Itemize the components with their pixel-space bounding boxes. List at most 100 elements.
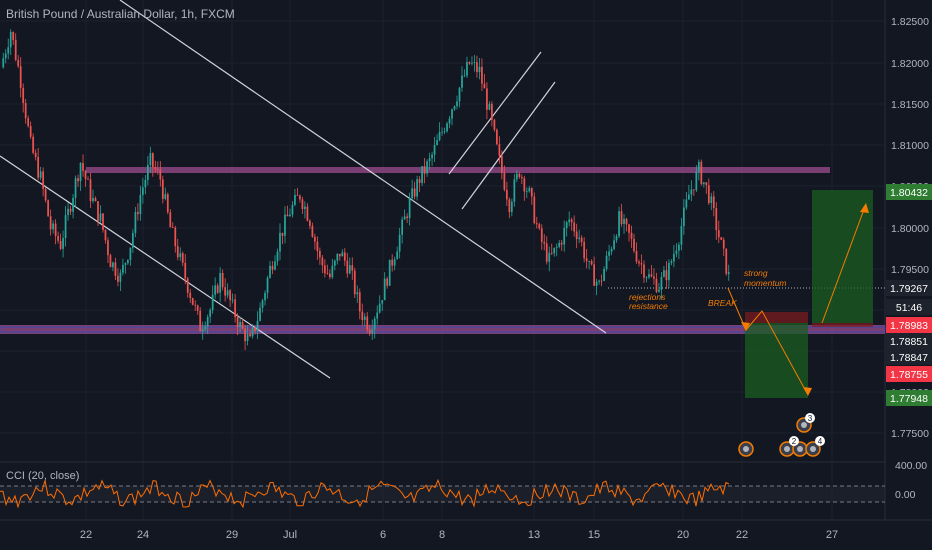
candle	[156, 169, 159, 170]
event-count-label: 4	[818, 437, 823, 446]
candle	[159, 169, 162, 180]
annotation-text: BREAK	[708, 298, 737, 308]
x-tick-label: 6	[380, 529, 386, 541]
projection-path	[727, 287, 809, 396]
candle	[321, 257, 324, 266]
candle	[132, 232, 134, 248]
candle	[241, 321, 244, 329]
candle	[443, 131, 446, 133]
candle	[638, 261, 640, 264]
candle	[568, 219, 571, 223]
candle	[82, 163, 84, 171]
candle	[580, 237, 583, 242]
candle	[438, 132, 441, 141]
candle	[416, 179, 418, 197]
candle	[32, 136, 35, 153]
candle	[398, 234, 401, 252]
price-badge	[886, 349, 932, 365]
candle	[630, 232, 633, 239]
candle	[613, 240, 615, 249]
candle	[72, 197, 74, 212]
candle	[319, 251, 321, 258]
event-count-badge	[805, 413, 815, 423]
candle	[224, 287, 227, 296]
candle	[7, 47, 10, 54]
candle	[266, 277, 269, 293]
candle	[341, 252, 344, 257]
candle	[433, 145, 436, 155]
candle	[44, 188, 47, 201]
candle	[264, 292, 266, 301]
candle	[575, 231, 578, 240]
y-tick-label: 1.80000	[891, 223, 929, 235]
resistance-zone	[86, 167, 830, 173]
annotation-text: momentum	[744, 278, 787, 288]
candle	[401, 219, 404, 235]
candle	[294, 194, 296, 205]
price-badge	[886, 366, 932, 382]
candle	[39, 171, 42, 178]
price-badge	[886, 317, 932, 333]
candle	[149, 153, 152, 165]
candle	[560, 242, 563, 245]
price-badge-label: 1.78755	[890, 369, 928, 381]
candle	[553, 247, 556, 254]
candle	[373, 318, 376, 330]
candle	[34, 152, 37, 158]
candle	[610, 248, 613, 252]
candle	[301, 199, 304, 210]
candle	[608, 251, 610, 256]
candle	[468, 62, 471, 64]
candle	[388, 259, 391, 286]
price-badge	[886, 280, 932, 296]
candle	[690, 189, 693, 195]
short-target-box	[745, 323, 808, 398]
candle	[408, 198, 411, 218]
y-tick-label: 1.81000	[891, 140, 929, 152]
candle	[421, 166, 423, 183]
candle	[353, 270, 356, 295]
candle	[176, 246, 179, 258]
candle	[169, 212, 172, 228]
candle	[49, 216, 52, 230]
candle	[628, 224, 630, 233]
candle	[29, 125, 32, 137]
candle	[525, 191, 528, 193]
event-marker-dot	[810, 446, 816, 452]
candle	[97, 201, 99, 221]
candle	[478, 66, 481, 73]
candle	[84, 170, 87, 179]
candle	[117, 275, 119, 282]
candle	[655, 278, 658, 292]
candle	[598, 280, 600, 282]
candle	[717, 230, 720, 238]
candle	[702, 182, 705, 185]
event-marker-dot	[743, 446, 749, 452]
candle	[615, 236, 618, 241]
candle	[338, 253, 341, 257]
event-count-label: 3	[808, 414, 813, 423]
candle	[9, 32, 12, 48]
x-tick-label: Jul	[283, 529, 297, 541]
candle	[707, 185, 710, 204]
candle	[710, 196, 713, 204]
candle	[523, 178, 526, 192]
y-tick-label: 1.77500	[891, 428, 929, 440]
candle	[141, 187, 144, 195]
candle	[513, 179, 516, 202]
candle	[17, 59, 20, 67]
candle	[366, 316, 369, 330]
candle	[458, 87, 461, 102]
candle	[331, 265, 334, 278]
candle	[570, 219, 573, 223]
candle	[471, 62, 473, 64]
candle	[19, 66, 22, 88]
candle	[648, 274, 650, 278]
candle	[483, 83, 486, 89]
candle	[151, 153, 154, 168]
candle	[418, 179, 421, 183]
candle	[590, 261, 593, 265]
candle	[124, 263, 127, 265]
